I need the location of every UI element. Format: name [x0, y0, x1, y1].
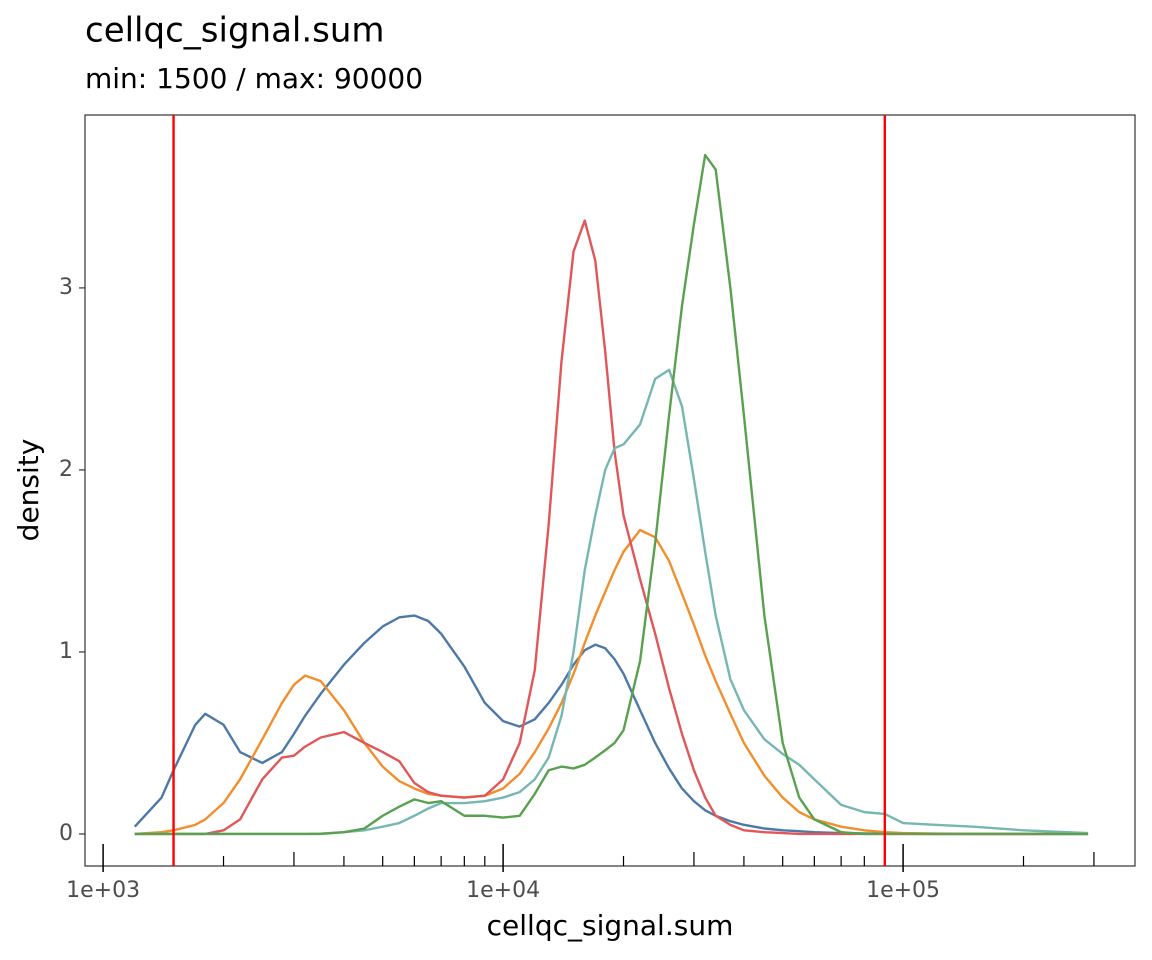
y-tick-label: 1 — [59, 639, 73, 664]
x-tick-label: 1e+04 — [466, 878, 540, 903]
density-line — [134, 153, 1089, 836]
chart-title: cellqc_signal.sum — [85, 11, 385, 51]
x-tick-label: 1e+03 — [66, 878, 140, 903]
y-tick-label: 2 — [59, 457, 73, 482]
x-axis-label: cellqc_signal.sum — [487, 909, 734, 942]
chart-subtitle: min: 1500 / max: 90000 — [85, 62, 423, 95]
density-line — [134, 219, 1089, 836]
x-tick-label: 1e+05 — [866, 878, 940, 903]
density-line — [134, 528, 1089, 836]
plot-panel — [84, 114, 1136, 867]
y-tick-label: 3 — [59, 275, 73, 300]
y-tick-label: 0 — [59, 821, 73, 846]
density-line — [134, 368, 1089, 836]
density-line — [133, 614, 1089, 836]
y-axis-label: density — [12, 439, 45, 542]
